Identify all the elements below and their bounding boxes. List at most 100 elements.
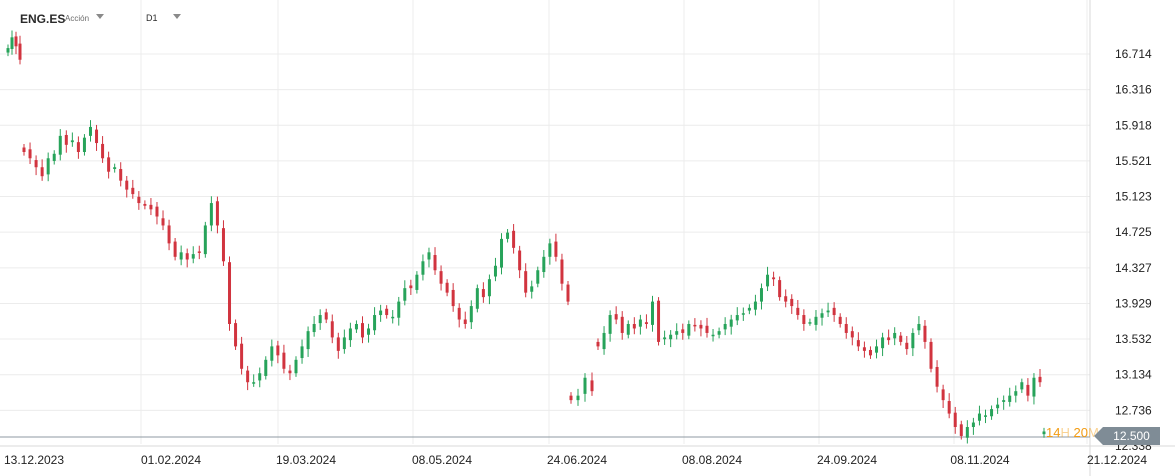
candle-body — [638, 319, 642, 327]
candle-body — [887, 337, 891, 341]
candle-body — [18, 43, 22, 60]
candle-body — [669, 334, 673, 340]
candle-body — [46, 158, 50, 175]
candle-body — [596, 341, 600, 347]
candle-body — [687, 323, 691, 336]
candle-body — [463, 319, 467, 324]
candle-body — [155, 206, 159, 217]
candle-body — [923, 325, 927, 342]
x-tick-label: 08.05.2024 — [412, 453, 472, 467]
candle-body — [893, 332, 897, 339]
y-tick-label: 13.532 — [1115, 332, 1152, 346]
candle-body — [735, 315, 739, 321]
candle-body — [814, 316, 818, 325]
candle-body — [391, 316, 395, 319]
candle-body — [179, 252, 183, 260]
y-tick-label: 13.134 — [1115, 368, 1152, 382]
candle-body — [354, 323, 358, 330]
candle-body — [258, 373, 262, 381]
candle-body — [729, 319, 733, 327]
candle-body — [427, 252, 431, 260]
x-tick-label: 08.11.2024 — [950, 453, 1009, 467]
candle-body — [439, 271, 443, 284]
candle-body — [996, 404, 1000, 409]
candle-body — [403, 288, 407, 301]
candle-body — [632, 323, 636, 329]
candle-body — [911, 332, 915, 349]
countdown-minutes: 20 — [1073, 425, 1088, 440]
candle-body — [663, 337, 667, 340]
candle-body — [76, 142, 80, 152]
candle-body — [6, 48, 10, 53]
candle-body — [753, 301, 757, 310]
candle-body — [899, 335, 903, 342]
candle-body — [252, 382, 256, 384]
candle-body — [82, 137, 86, 152]
candle-body — [990, 409, 994, 417]
candle-body — [185, 253, 189, 260]
countdown-minutes-unit: M — [1087, 425, 1099, 440]
x-tick-label: 13.12.2023 — [4, 453, 64, 467]
candle-body — [415, 274, 419, 290]
candle-body — [209, 203, 213, 226]
candle-body — [451, 289, 455, 307]
candle-body — [784, 296, 788, 302]
y-tick-label: 16.714 — [1115, 47, 1152, 61]
candle-body — [58, 135, 62, 155]
candle-body — [70, 140, 74, 143]
candle-body — [500, 238, 504, 268]
candle-body — [929, 341, 933, 369]
candle-body — [475, 288, 479, 309]
candle-body — [506, 232, 510, 239]
candle-body — [796, 307, 800, 316]
candle-body — [28, 149, 32, 159]
candle-body — [445, 282, 449, 293]
candle-body — [143, 203, 147, 206]
candle-body — [1038, 376, 1042, 383]
candle-body — [650, 301, 654, 325]
candle-body — [149, 204, 153, 210]
symbol-label[interactable]: ENG.ES — [20, 12, 66, 26]
candle-body — [977, 413, 981, 421]
candle-body — [360, 323, 364, 338]
candle-body — [294, 359, 298, 374]
candle-body — [1026, 384, 1030, 396]
timeframe-label[interactable]: D1 — [146, 13, 158, 23]
candle-body — [832, 307, 836, 316]
candle-body — [723, 323, 727, 330]
candle-body — [693, 324, 697, 327]
candle-body — [131, 187, 135, 195]
candle-body — [626, 323, 630, 335]
candle-body — [119, 169, 123, 181]
candle-body — [276, 345, 280, 356]
candle-body — [524, 271, 528, 293]
price-tag-arrow — [1094, 427, 1103, 445]
candle-body — [221, 228, 225, 262]
candle-body — [608, 315, 612, 334]
candle-body — [421, 261, 425, 275]
candle-body — [34, 160, 38, 168]
candle-body — [1014, 391, 1018, 396]
current-price-value: 12.500 — [1103, 427, 1160, 445]
candle-body — [868, 349, 872, 356]
candle-body — [270, 346, 274, 361]
candle-body — [862, 347, 866, 351]
candle-body — [644, 322, 648, 324]
candle-body — [971, 422, 975, 428]
y-tick-label: 15.521 — [1115, 154, 1152, 168]
timeframe-dropdown-chevron-icon[interactable] — [173, 14, 181, 19]
candle-body — [336, 337, 340, 351]
candle-body — [917, 323, 921, 331]
current-price-tag: 12.500 — [1094, 427, 1164, 445]
candle-body — [385, 308, 389, 316]
candle-body — [312, 323, 316, 333]
candle-body — [947, 401, 951, 414]
candle-body — [576, 395, 580, 401]
symbol-dropdown-chevron-icon[interactable] — [96, 14, 104, 19]
candle-body — [838, 316, 842, 324]
candle-body — [548, 243, 552, 257]
candle-body — [191, 254, 195, 259]
candle-body — [705, 325, 709, 333]
candle-body — [512, 230, 516, 248]
